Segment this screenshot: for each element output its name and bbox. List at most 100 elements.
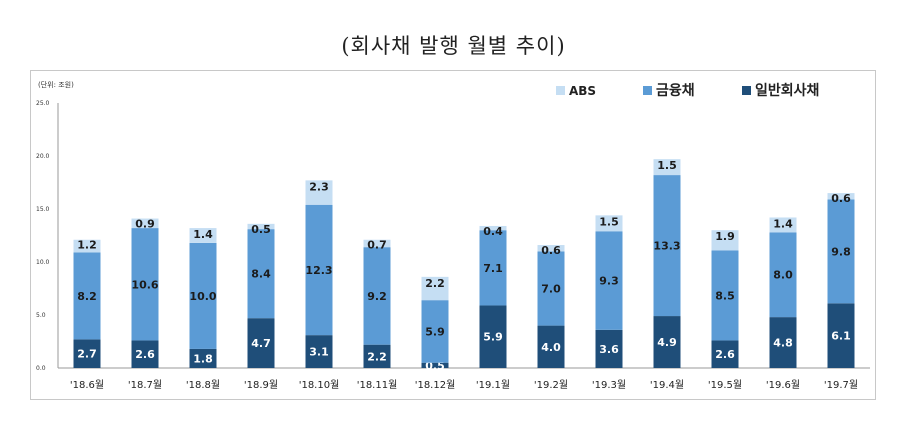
y-tick-label: 0.0 xyxy=(36,365,46,372)
bar-segment-일반회사채 xyxy=(189,348,217,368)
data-label: 7.1 xyxy=(483,262,503,275)
x-tick-label: '18.9월 xyxy=(244,379,278,391)
legend-swatch xyxy=(643,86,652,95)
x-tick-label: '18.12월 xyxy=(415,379,456,391)
data-label: 3.1 xyxy=(309,346,329,359)
chart-frame xyxy=(30,70,876,400)
data-label: 0.9 xyxy=(135,218,155,231)
bar-segment-ABS xyxy=(479,225,507,231)
data-label: 9.2 xyxy=(367,290,387,303)
bar-segment-금융채 xyxy=(131,228,159,341)
x-tick-label: '18.8월 xyxy=(186,379,220,391)
bar-segment-금융채 xyxy=(711,250,739,341)
bar-stack: 2.2 9.2 0.7 xyxy=(363,239,391,368)
data-label: 5.9 xyxy=(425,325,445,338)
bar-segment-금융채 xyxy=(421,300,449,363)
bar-segment-일반회사채 xyxy=(247,318,275,368)
bar-segment-ABS xyxy=(73,239,101,253)
legend: ABS 금융채 일반회사채 xyxy=(556,82,819,99)
data-label: 1.4 xyxy=(193,228,213,241)
data-label: 1.5 xyxy=(657,159,677,172)
y-tick-label: 20.0 xyxy=(36,153,50,160)
bar-segment-금융채 xyxy=(769,232,797,318)
x-tick-label: '19.2월 xyxy=(534,379,568,391)
unit-label: (단위: 조원) xyxy=(38,80,74,89)
bar-stack: 2.7 8.2 1.2 xyxy=(73,239,101,368)
bar-stack: 4.8 8.0 1.4 xyxy=(769,217,797,368)
bar-segment-ABS xyxy=(363,239,391,248)
y-tick-label: 10.0 xyxy=(36,259,50,266)
bar-segment-ABS xyxy=(247,223,275,230)
x-tick-label: '19.5월 xyxy=(708,379,742,391)
y-tick-label: 5.0 xyxy=(36,312,46,319)
bar-segment-일반회사채 xyxy=(131,340,159,368)
chart-title: (회사채 발행 월별 추이) xyxy=(341,34,566,58)
bar-segment-일반회사채 xyxy=(305,335,333,368)
bar-segment-금융채 xyxy=(247,229,275,319)
x-tick-label: '18.10월 xyxy=(299,379,340,391)
x-tick-label: '18.6월 xyxy=(70,379,104,391)
data-label: 4.9 xyxy=(657,336,677,349)
bar-stack: 4.7 8.4 0.5 xyxy=(247,223,275,368)
bar-stack: 4.0 7.0 0.6 xyxy=(537,244,565,368)
data-label: 4.7 xyxy=(251,337,271,350)
data-label: 2.6 xyxy=(715,348,735,361)
bar-segment-금융채 xyxy=(479,230,507,306)
data-label: 5.9 xyxy=(483,331,503,344)
bar-segment-일반회사채 xyxy=(73,339,101,368)
legend-label: 일반회사채 xyxy=(755,82,819,99)
bars: 2.7 8.2 1.2 2.6 10.6 0.9 1.8 10.0 1.4 4.7 8.4 0.5 3.… xyxy=(73,159,855,372)
bar-stack: 2.6 10.6 0.9 xyxy=(131,218,159,368)
data-label: 3.6 xyxy=(599,343,619,356)
bar-segment-금융채 xyxy=(363,247,391,345)
data-label: 2.6 xyxy=(135,348,155,361)
bar-segment-금융채 xyxy=(537,251,565,326)
bar-segment-ABS xyxy=(537,245,565,252)
data-label: 2.3 xyxy=(309,180,329,193)
data-label: 0.7 xyxy=(367,239,387,252)
x-tick-label: '19.6월 xyxy=(766,379,800,391)
axes: 0.0 5.0 10.0 15.0 20.0 25.0 '18.6월 '18.7월 '18.8월… xyxy=(36,100,870,391)
data-label: 7.0 xyxy=(541,283,561,296)
data-label: 0.4 xyxy=(483,225,503,238)
data-label: 0.6 xyxy=(541,244,561,257)
data-label: 1.2 xyxy=(77,239,97,252)
bar-stack: 3.6 9.3 1.5 xyxy=(595,215,623,368)
x-tick-label: '19.3월 xyxy=(592,379,626,391)
data-label: 13.3 xyxy=(653,240,680,253)
data-label: 12.3 xyxy=(305,264,332,277)
x-tick-label: '19.1월 xyxy=(476,379,510,391)
bar-segment-금융채 xyxy=(73,252,101,340)
bar-segment-일반회사채 xyxy=(537,325,565,368)
bar-segment-일반회사채 xyxy=(827,303,855,368)
bar-stack: 3.1 12.3 2.3 xyxy=(305,180,333,368)
bar-segment-일반회사채 xyxy=(421,362,449,368)
data-label: 1.9 xyxy=(715,230,735,243)
bar-segment-금융채 xyxy=(305,204,333,336)
x-tick-label: '19.4월 xyxy=(650,379,684,391)
bar-segment-일반회사채 xyxy=(479,305,507,368)
bar-segment-일반회사채 xyxy=(653,316,681,368)
bar-stack: 2.6 8.5 1.9 xyxy=(711,230,739,368)
bar-segment-ABS xyxy=(189,228,217,243)
data-label: 0.5 xyxy=(251,223,271,236)
data-label: 2.7 xyxy=(77,348,97,361)
data-label: 4.8 xyxy=(773,337,793,350)
data-label: 2.2 xyxy=(425,277,445,290)
bar-segment-일반회사채 xyxy=(711,340,739,368)
data-label: 9.8 xyxy=(831,245,851,258)
data-label: 2.2 xyxy=(367,350,387,363)
data-label: 8.2 xyxy=(77,290,97,303)
legend-swatch xyxy=(556,86,565,95)
x-tick-label: '18.11월 xyxy=(357,379,398,391)
bar-segment-일반회사채 xyxy=(363,344,391,368)
bar-stack: 6.1 9.8 0.6 xyxy=(827,192,855,368)
data-label: 0.6 xyxy=(831,192,851,205)
data-label: 8.5 xyxy=(715,289,735,302)
bar-stack: 1.8 10.0 1.4 xyxy=(189,228,217,368)
bar-segment-금융채 xyxy=(653,175,681,317)
bar-segment-ABS xyxy=(827,193,855,200)
legend-label: ABS xyxy=(569,84,596,98)
bar-segment-일반회사채 xyxy=(595,329,623,368)
data-label: 10.0 xyxy=(189,290,216,303)
